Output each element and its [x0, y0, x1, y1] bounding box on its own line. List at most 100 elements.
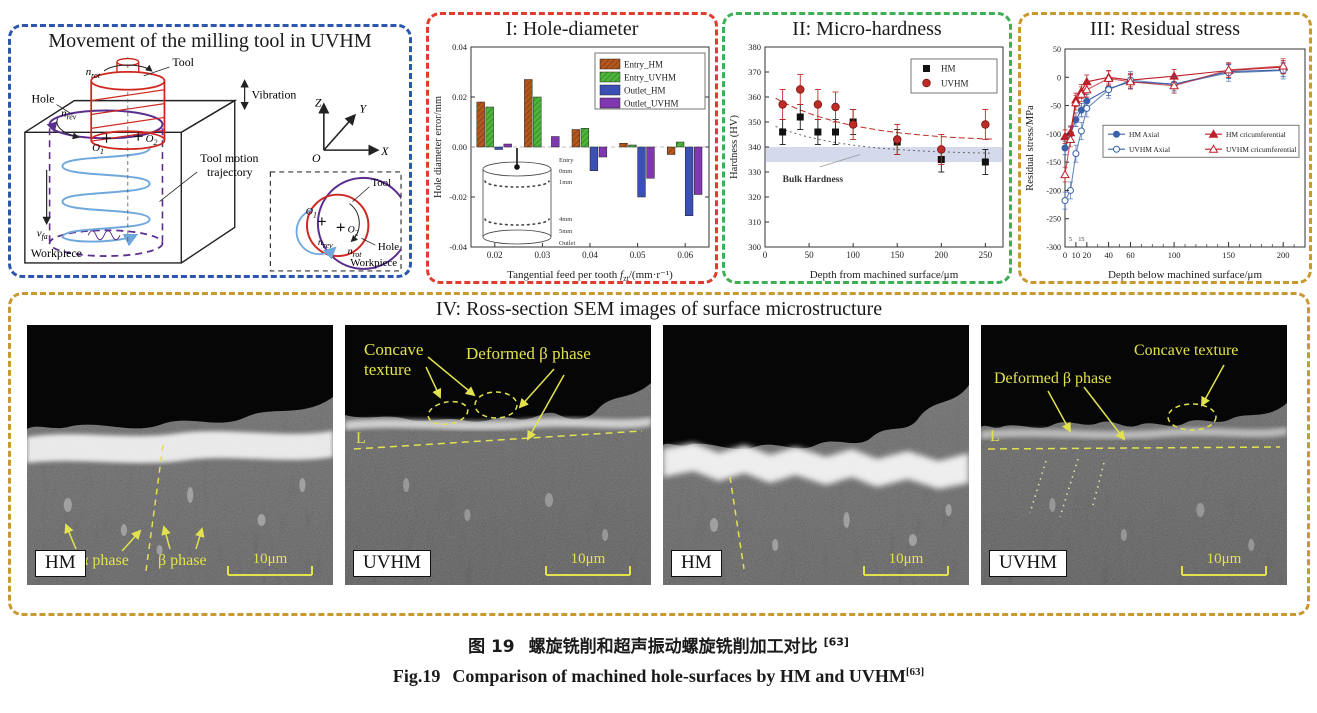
svg-text:370: 370 — [748, 67, 761, 77]
svg-text:Entry_HM: Entry_HM — [624, 60, 663, 70]
sem-badge-hm-1: HM — [35, 550, 86, 577]
panel-residual: III: Residual stress 50 0 -50 -100 -150 -200-… — [1018, 12, 1312, 284]
svg-text:100: 100 — [846, 250, 860, 260]
vibration-label: Vibration — [252, 88, 297, 102]
svg-text:-0.02: -0.02 — [449, 192, 467, 202]
inset-hole-label: Hole — [378, 241, 399, 253]
svg-text:UVHM Axial: UVHM Axial — [1129, 145, 1170, 154]
svg-text:-200: -200 — [1046, 186, 1061, 195]
svg-text:-50: -50 — [1050, 102, 1061, 111]
tool-label: Tool — [172, 55, 194, 69]
hole-leader — [56, 104, 73, 115]
sem-4-annotations: Deformed β phase Concave texture L 10μm — [987, 342, 1281, 576]
panel-hole-diameter-title: I: Hole-diameter — [505, 18, 639, 40]
tool-leader — [143, 66, 170, 77]
panel-residual-title: III: Residual stress — [1090, 18, 1240, 40]
sem-image-hm-1: α phase β phase 10μm HM — [27, 325, 333, 585]
figure-caption: 图 19 螺旋铣削和超声振动螺旋铣削加工对比 [63] Fig.19 Compari… — [0, 632, 1317, 687]
svg-text:5: 5 — [1069, 237, 1072, 243]
svg-text:Depth below machined surface/μ: Depth below machined surface/μm — [1108, 269, 1262, 281]
workpiece-cube — [24, 99, 238, 264]
svg-text:Hole diameter error/mm: Hole diameter error/mm — [433, 96, 444, 198]
sem-image-uvhm-1: Concave texture Deformed β phase L 10μm … — [345, 325, 651, 585]
vfa-label: vfa — [37, 227, 48, 241]
nrev-label: nrev — [61, 107, 77, 121]
caption-en-text: Comparison of machined hole-surfaces by … — [452, 666, 906, 686]
svg-text:-150: -150 — [1046, 158, 1061, 167]
svg-text:1mm: 1mm — [559, 179, 572, 186]
sem-2-annotations: Concave texture Deformed β phase L 10μm — [353, 340, 643, 576]
svg-text:300: 300 — [748, 242, 761, 252]
svg-text:Entry: Entry — [559, 157, 574, 164]
scale-label: 10μm — [253, 551, 288, 567]
caption-cn-number: 图 19 — [468, 637, 515, 657]
helix-trajectory — [61, 147, 151, 247]
svg-text:350: 350 — [748, 117, 761, 127]
trajectory-leader — [159, 171, 198, 202]
svg-text:0: 0 — [763, 250, 768, 260]
caption-cn-ref: [63] — [823, 635, 849, 649]
svg-text:60: 60 — [1126, 250, 1135, 260]
svg-text:360: 360 — [748, 92, 761, 102]
svg-text:40: 40 — [1104, 250, 1113, 260]
caption-chinese: 图 19 螺旋铣削和超声振动螺旋铣削加工对比 [63] — [0, 632, 1317, 657]
svg-text:Residual stress/MPa: Residual stress/MPa — [1025, 105, 1036, 191]
svg-text:0.05: 0.05 — [630, 250, 646, 260]
line-l-label: L — [356, 430, 366, 447]
concave-texture-label: Concave texture — [1134, 342, 1238, 359]
concave-texture-label-1: Concave — [364, 340, 423, 359]
sem-badge-hm-2: HM — [671, 550, 722, 577]
trajectory-label-1: Tool motion — [200, 151, 258, 165]
inset-tool-label: Tool — [371, 177, 391, 189]
panel-sem: IV: Ross-section SEM images of surface m… — [8, 292, 1310, 616]
inset-workpiece-label: Workpiece — [350, 257, 397, 269]
coordinate-axes: Z Y X O — [312, 96, 389, 165]
svg-text:320: 320 — [748, 192, 761, 202]
svg-text:Depth from machined surface/μm: Depth from machined surface/μm — [810, 269, 959, 281]
svg-text:-100: -100 — [1046, 130, 1061, 139]
svg-text:HM Axial: HM Axial — [1129, 130, 1159, 139]
axis-y-label: Y — [359, 102, 367, 116]
svg-text:0mm: 0mm — [559, 168, 572, 175]
workpiece-label: Workpiece — [31, 246, 82, 260]
inset-top-view: O1 O2 nrev nrot Tool Hole Workpiece — [269, 171, 402, 272]
nrot-label: nrot — [86, 66, 101, 80]
svg-text:330: 330 — [748, 167, 761, 177]
panel-movement: Movement of the milling tool in UVHM — [8, 24, 412, 278]
scale-label: 10μm — [1207, 551, 1242, 567]
inset-nrev-label: nrev — [318, 237, 333, 250]
panel-movement-title: Movement of the milling tool in UVHM — [48, 30, 372, 52]
inset-nrot-label: nrot — [348, 246, 363, 259]
deformed-beta-label: Deformed β phase — [994, 370, 1111, 387]
svg-text:0.02: 0.02 — [487, 250, 503, 260]
svg-text:50: 50 — [805, 250, 815, 260]
svg-text:0.04: 0.04 — [582, 250, 598, 260]
caption-en-number: Fig.19 — [392, 666, 441, 686]
caption-cn-text: 螺旋铣削和超声振动螺旋铣削加工对比 — [528, 637, 818, 657]
caption-english: Fig.19 Comparison of machined hole-surfac… — [0, 666, 1317, 687]
svg-text:Hardness (HV): Hardness (HV) — [729, 115, 740, 179]
svg-text:UVHM: UVHM — [941, 79, 969, 89]
trajectory-label-2: trajectory — [207, 165, 253, 179]
svg-text:0.06: 0.06 — [677, 250, 693, 260]
center-marks — [102, 131, 143, 143]
sem-1-annotations: α phase β phase 10μm — [64, 444, 313, 576]
sem-2-texture — [345, 325, 651, 585]
svg-text:Tangential feed per tooth fzt/: Tangential feed per tooth fzt/(mm·r⁻¹) — [507, 269, 673, 283]
deformed-beta-label: Deformed β phase — [466, 344, 591, 363]
nrot-arrow — [103, 64, 153, 72]
sem-1-texture — [27, 325, 333, 585]
svg-text:UVHM cricumferential: UVHM cricumferential — [1226, 145, 1297, 154]
svg-text:HM cricumferential: HM cricumferential — [1226, 130, 1286, 139]
axis-o-label: O — [312, 151, 321, 165]
line-l-label: L — [990, 428, 1000, 445]
svg-text:0.03: 0.03 — [535, 250, 551, 260]
panel-hardness-title: II: Micro-hardness — [792, 18, 942, 40]
o1-label: O1 — [92, 142, 104, 156]
svg-text:50: 50 — [1053, 45, 1061, 54]
svg-text:0: 0 — [1063, 250, 1067, 260]
svg-text:Bulk Hardness: Bulk Hardness — [783, 175, 844, 185]
hole-label: Hole — [31, 92, 54, 106]
sem-image-row: α phase β phase 10μm HM — [11, 321, 1307, 585]
svg-text:200: 200 — [935, 250, 949, 260]
